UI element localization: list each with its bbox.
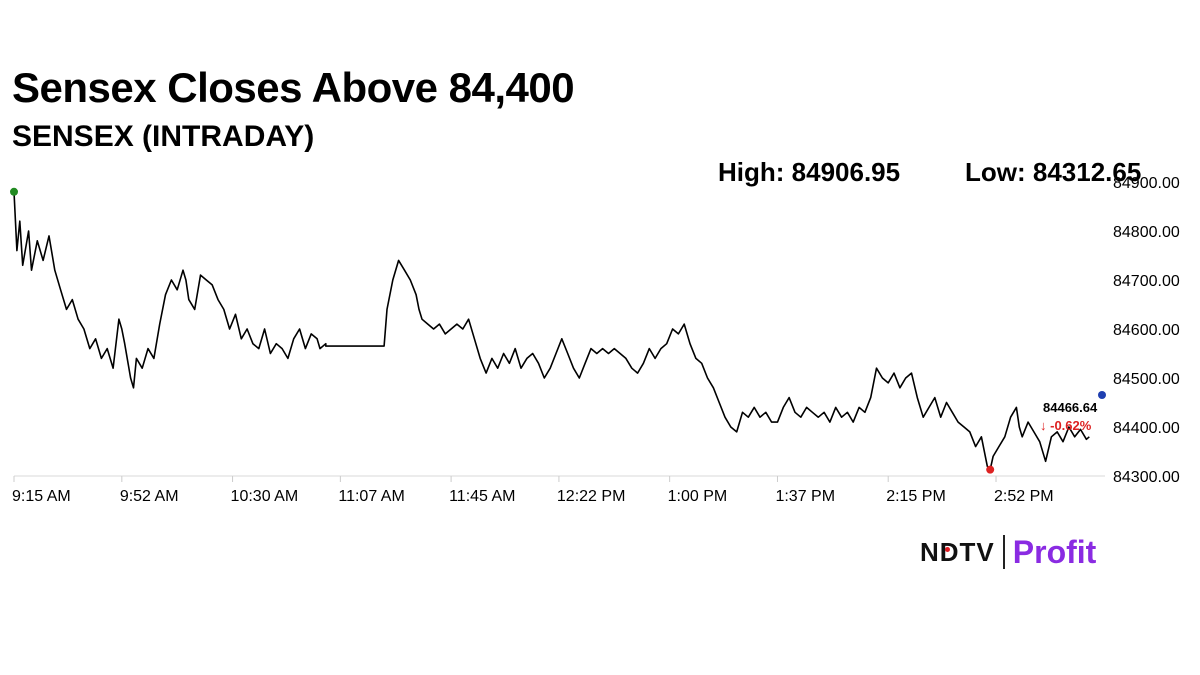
chart-subtitle: SENSEX (INTRADAY) — [12, 120, 315, 153]
y-tick-label: 84500.00 — [1113, 371, 1180, 388]
x-tick-label: 9:52 AM — [120, 488, 179, 505]
last-value-label: 84466.64 — [1043, 400, 1098, 415]
logo-separator — [1002, 535, 1005, 569]
y-tick-label: 84900.00 — [1113, 175, 1180, 192]
y-tick-label: 84400.00 — [1113, 420, 1180, 437]
ndtv-profit-logo: NDTV Profit — [920, 533, 1096, 571]
logo-dot — [945, 547, 950, 552]
logo-brand: NDTV — [920, 536, 995, 567]
x-tick-label: 11:45 AM — [449, 488, 515, 505]
x-tick-label: 1:00 PM — [668, 488, 728, 505]
x-axis-ticks: 9:15 AM 9:52 AM 10:30 AM 11:07 AM 11:45 AM 12… — [12, 476, 1054, 505]
point-markers — [10, 187, 1106, 474]
low-marker — [986, 465, 995, 474]
sensex-line — [13, 191, 1090, 471]
last-marker — [1098, 391, 1106, 399]
high-marker — [10, 187, 18, 196]
y-axis-ticks: 84300.00 84400.00 84500.00 84600.00 84700.00… — [1113, 175, 1180, 486]
change-percent-label: ↓ -0.62% — [1040, 418, 1092, 433]
x-tick-label: 9:15 AM — [12, 488, 71, 505]
x-tick-label: 11:07 AM — [338, 488, 404, 505]
x-tick-label: 10:30 AM — [231, 488, 299, 505]
y-tick-label: 84700.00 — [1113, 273, 1180, 290]
x-tick-label: 12:22 PM — [557, 488, 625, 505]
y-tick-label: 84300.00 — [1113, 469, 1180, 486]
logo-product: Profit — [1012, 533, 1097, 570]
y-tick-label: 84600.00 — [1113, 322, 1180, 339]
y-tick-label: 84800.00 — [1113, 224, 1180, 241]
x-tick-label: 2:15 PM — [886, 488, 946, 505]
low-value: Low: 84312.65 — [965, 157, 1142, 187]
x-tick-label: 1:37 PM — [775, 488, 835, 505]
high-value: High: 84906.95 — [718, 157, 901, 187]
x-tick-label: 2:52 PM — [994, 488, 1054, 505]
chart-title: Sensex Closes Above 84,400 — [12, 64, 575, 111]
